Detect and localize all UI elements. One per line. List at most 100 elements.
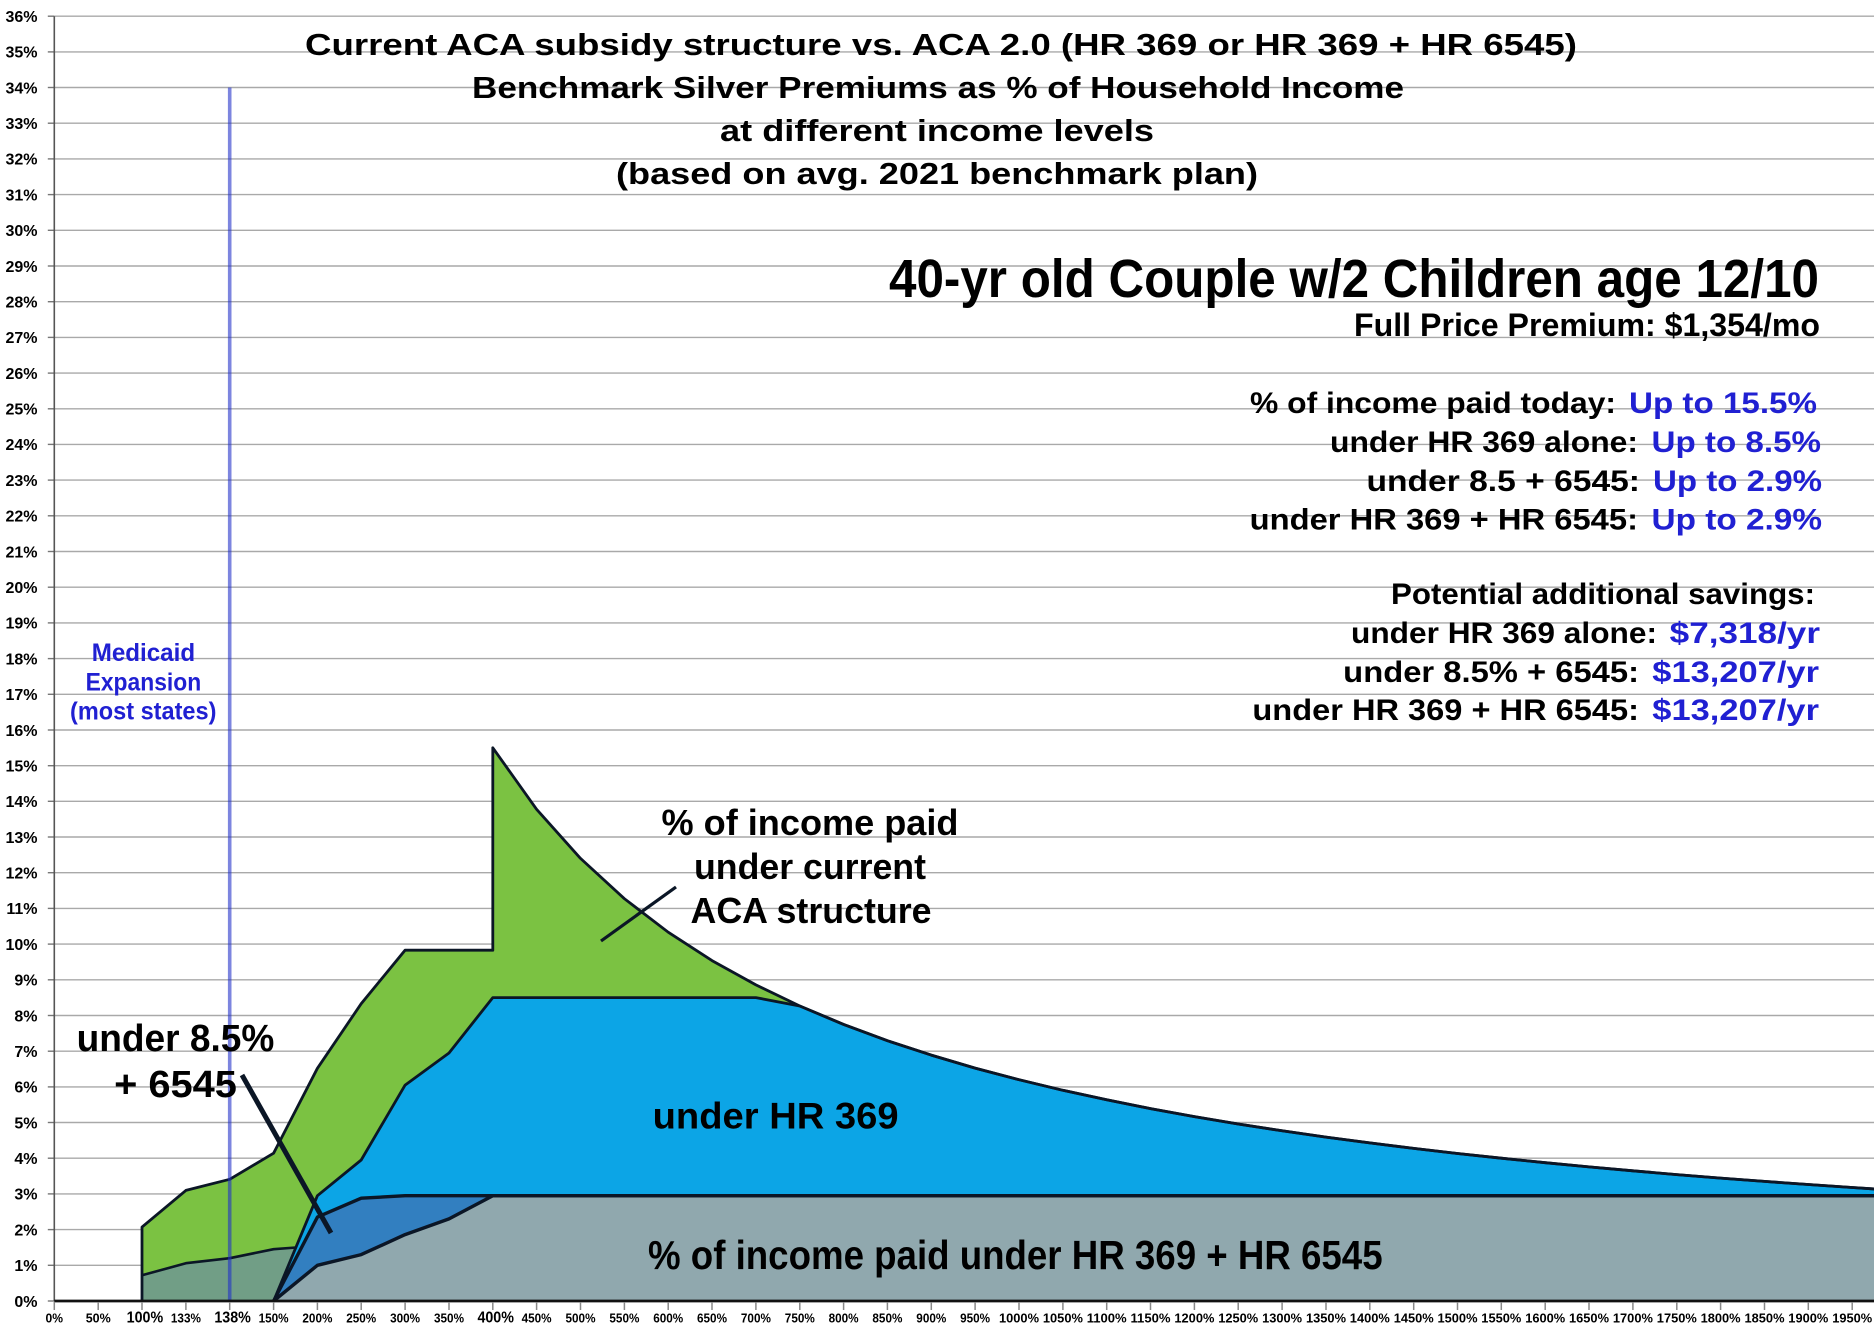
svg-text:133%: 133% [171,1311,201,1326]
svg-text:3%: 3% [14,1187,37,1204]
svg-text:28%: 28% [5,295,37,312]
svg-text:600%: 600% [653,1311,683,1326]
svg-text:8%: 8% [14,1008,37,1025]
svg-text:Current ACA subsidy structure: Current ACA subsidy structure vs. ACA 2.… [305,27,1577,62]
svg-text:550%: 550% [609,1311,639,1326]
svg-text:(based on avg. 2021 benchmark: (based on avg. 2021 benchmark plan) [616,156,1258,191]
svg-text:15%: 15% [5,759,37,776]
svg-text:1%: 1% [14,1258,37,1275]
svg-text:% of income paid under HR 369: % of income paid under HR 369 + HR 6545 [648,1232,1383,1278]
svg-text:(most states): (most states) [70,698,216,726]
svg-text:Up to 8.5%: Up to 8.5% [1652,426,1822,459]
svg-text:350%: 350% [434,1311,464,1326]
svg-text:Medicaid: Medicaid [92,639,195,667]
svg-text:1650%: 1650% [1569,1311,1609,1326]
svg-text:19%: 19% [5,616,37,633]
svg-text:1150%: 1150% [1131,1311,1171,1326]
svg-text:9%: 9% [14,973,37,990]
svg-text:800%: 800% [829,1311,859,1326]
svg-text:750%: 750% [785,1311,815,1326]
svg-text:1300%: 1300% [1262,1311,1302,1326]
svg-text:under 8.5%: under 8.5% [77,1018,275,1060]
svg-text:$13,207/yr: $13,207/yr [1652,656,1819,689]
svg-text:under HR 369 + HR 6545:: under HR 369 + HR 6545: [1252,694,1639,727]
svg-text:250%: 250% [346,1311,376,1326]
svg-text:1400%: 1400% [1350,1311,1390,1326]
svg-text:1600%: 1600% [1525,1311,1565,1326]
svg-text:10%: 10% [5,937,37,954]
svg-text:Up to 2.9%: Up to 2.9% [1653,465,1822,498]
svg-text:50%: 50% [86,1311,111,1326]
svg-text:0%: 0% [14,1294,37,1311]
svg-text:1750%: 1750% [1657,1311,1697,1326]
svg-text:29%: 29% [5,259,37,276]
svg-text:36%: 36% [5,9,37,26]
svg-text:1700%: 1700% [1613,1311,1653,1326]
svg-text:100%: 100% [127,1310,164,1327]
svg-text:300%: 300% [390,1311,420,1326]
svg-text:24%: 24% [5,437,37,454]
svg-text:1550%: 1550% [1481,1311,1521,1326]
svg-text:under current: under current [694,846,926,887]
svg-text:1900%: 1900% [1788,1311,1828,1326]
svg-text:1000%: 1000% [999,1311,1039,1326]
svg-text:650%: 650% [697,1311,727,1326]
svg-text:1250%: 1250% [1218,1311,1258,1326]
svg-text:18%: 18% [5,651,37,668]
svg-text:200%: 200% [302,1311,332,1326]
svg-text:2%: 2% [14,1222,37,1239]
svg-text:$7,318/yr: $7,318/yr [1670,617,1821,650]
svg-text:4%: 4% [14,1151,37,1168]
svg-text:7%: 7% [14,1044,37,1061]
svg-text:under HR 369 alone:: under HR 369 alone: [1351,617,1657,650]
svg-text:1350%: 1350% [1306,1311,1346,1326]
svg-text:under 8.5% + 6545:: under 8.5% + 6545: [1343,656,1639,689]
svg-text:ACA structure: ACA structure [691,890,932,931]
svg-text:under HR 369 + HR 6545:: under HR 369 + HR 6545: [1250,504,1638,537]
svg-text:34%: 34% [5,80,37,97]
svg-text:23%: 23% [5,473,37,490]
svg-text:21%: 21% [5,544,37,561]
svg-text:450%: 450% [522,1311,552,1326]
svg-text:900%: 900% [916,1311,946,1326]
svg-text:150%: 150% [259,1311,289,1326]
svg-text:under HR 369: under HR 369 [653,1096,899,1137]
svg-text:20%: 20% [5,580,37,597]
svg-text:1200%: 1200% [1174,1311,1214,1326]
svg-text:17%: 17% [5,687,37,704]
svg-text:1950%: 1950% [1832,1311,1872,1326]
svg-text:11%: 11% [6,901,37,918]
svg-text:14%: 14% [5,794,37,811]
svg-text:32%: 32% [5,152,37,169]
svg-text:under 8.5 + 6545:: under 8.5 + 6545: [1367,465,1641,498]
svg-text:under HR 369 alone:: under HR 369 alone: [1330,426,1638,459]
svg-text:400%: 400% [477,1310,514,1327]
svg-text:1450%: 1450% [1394,1311,1434,1326]
svg-text:16%: 16% [5,723,37,740]
svg-text:1100%: 1100% [1087,1311,1127,1326]
svg-text:1800%: 1800% [1701,1311,1741,1326]
svg-text:700%: 700% [741,1311,771,1326]
svg-text:+ 6545: + 6545 [114,1064,237,1106]
svg-text:25%: 25% [5,402,37,419]
svg-text:500%: 500% [566,1311,596,1326]
svg-text:5%: 5% [14,1115,37,1132]
svg-text:138%: 138% [214,1310,251,1327]
svg-text:30%: 30% [5,223,37,240]
svg-text:0%: 0% [46,1311,64,1326]
svg-text:12%: 12% [5,866,37,883]
svg-text:1050%: 1050% [1043,1311,1083,1326]
svg-text:% of income paid: % of income paid [662,802,959,843]
svg-text:35%: 35% [5,45,37,62]
svg-text:Full Price Premium: $1,354/mo: Full Price Premium: $1,354/mo [1354,307,1820,343]
svg-text:Potential additional savings:: Potential additional savings: [1391,578,1815,611]
svg-text:26%: 26% [5,366,37,383]
svg-text:Expansion: Expansion [86,669,202,697]
svg-text:31%: 31% [5,187,37,204]
svg-text:850%: 850% [872,1311,902,1326]
svg-text:Up to 15.5%: Up to 15.5% [1629,387,1817,420]
svg-text:1500%: 1500% [1438,1311,1478,1326]
svg-text:% of income paid today:: % of income paid today: [1250,387,1616,420]
svg-text:$13,207/yr: $13,207/yr [1652,694,1819,727]
svg-text:33%: 33% [5,116,37,133]
